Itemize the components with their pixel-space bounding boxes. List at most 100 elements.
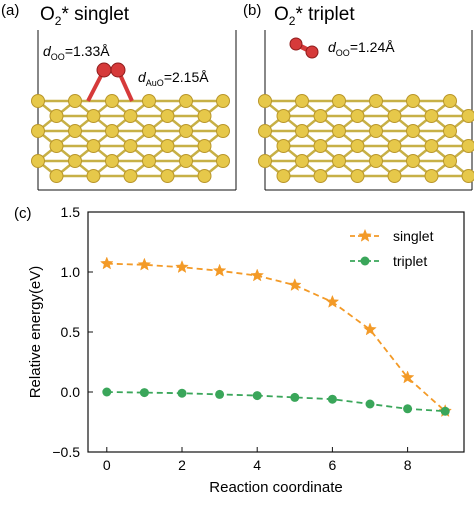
gold-atom [142,154,156,168]
panel-b-doo-annotation: dOO=1.24Å [328,39,395,58]
panel-a-title: O2* singlet [40,4,130,28]
oxygen-atom [289,37,303,51]
gold-atom [142,94,156,108]
gold-atom [216,154,230,168]
gold-atom [142,124,156,138]
panel-b-triplet-structure-wrapper: (b) O2* triplet dOO=1.24Å [243,2,474,191]
gold-atom [105,154,119,168]
data-point-singlet [363,322,377,336]
gold-atom [276,109,291,123]
series-line-singlet [106,262,446,412]
gold-atom [424,109,439,123]
gold-atom [313,169,328,183]
panel-c-label: (c) [14,205,32,222]
gold-atom [31,154,45,168]
gold-atom [123,169,138,183]
series-line-triplet [106,391,446,413]
gold-atom [461,109,474,123]
data-point-singlet [175,260,189,274]
gold-atom [86,169,101,183]
gold-atom [197,109,212,123]
legend-item-triplet: triplet [350,253,427,269]
oxygen-atom [96,62,112,78]
gold-atom [197,169,212,183]
panel-a-label: (a) [1,2,19,19]
data-point-singlet [212,263,227,277]
data-point-triplet [440,406,450,416]
gold-atom [369,154,383,168]
gold-atom [332,124,346,138]
oxygen-atom [110,62,126,78]
gold-atom [49,139,64,153]
legend: singlet triplet [350,228,434,269]
series-layer [99,256,453,418]
legend-label: singlet [393,228,434,244]
gold-atom [313,109,328,123]
gold-atom [86,139,101,153]
gold-atom [332,154,346,168]
gold-atom [49,169,64,183]
o2-molecule-singlet [86,62,134,102]
y-tick-label: 1.0 [61,264,81,280]
gold-atom [49,109,64,123]
gold-atom [424,169,439,183]
gold-atom [105,94,119,108]
gold-atom [31,124,45,138]
data-point-triplet [139,388,149,398]
gold-atom [197,139,212,153]
plot-area-frame [87,211,465,453]
gold-atom [387,109,402,123]
gold-atom [179,94,193,108]
panel-a-dauo-annotation: dAuO=2.15Å [138,69,209,88]
data-point-singlet [250,268,265,282]
o2-molecule-triplet [289,37,319,59]
legend-marker-triplet [360,256,370,266]
data-point-singlet [99,256,114,270]
panel-a-singlet-structure: (a) O2* singlet dOO=1.33Å dAuO=2.15Å [1,2,237,191]
data-point-triplet [102,387,112,397]
y-tick-label: 0.5 [61,324,81,340]
gold-atom [160,139,175,153]
gold-atom [179,154,193,168]
data-point-triplet [365,399,375,409]
gold-atom [424,139,439,153]
gold-atom [443,124,457,138]
gold-atom [276,169,291,183]
y-tick-label: 0.0 [61,384,81,400]
gold-atom [68,154,82,168]
gold-atom [350,139,365,153]
data-point-triplet [177,388,187,398]
gold-atom [295,94,309,108]
gold-atom [160,169,175,183]
x-tick-label: 6 [329,457,337,473]
data-point-triplet [327,394,337,404]
panel-b-label: (b) [243,2,261,19]
gold-atom [369,124,383,138]
gold-atom [276,139,291,153]
gold-atom [332,94,346,108]
gold-atom [86,109,101,123]
gold-atom [387,139,402,153]
data-point-triplet [215,389,225,399]
oxygen-atom [305,45,319,59]
gold-atom [216,94,230,108]
series-singlet [99,256,453,418]
panel-b-title: O2* triplet [274,4,355,28]
data-point-singlet [325,294,340,308]
data-point-triplet [252,391,262,401]
y-tick-label: −0.5 [52,444,80,460]
x-tick-label: 0 [103,457,111,473]
gold-slab-a [31,94,230,183]
data-point-singlet [137,257,152,271]
gold-atom [406,94,420,108]
gold-atom [68,94,82,108]
gold-atom [443,154,457,168]
gold-atom [123,139,138,153]
gold-atom [68,124,82,138]
gold-atom [258,154,272,168]
gold-atom [350,169,365,183]
gold-atom [31,94,45,108]
legend-marker-singlet [358,228,372,242]
gold-atom [443,94,457,108]
